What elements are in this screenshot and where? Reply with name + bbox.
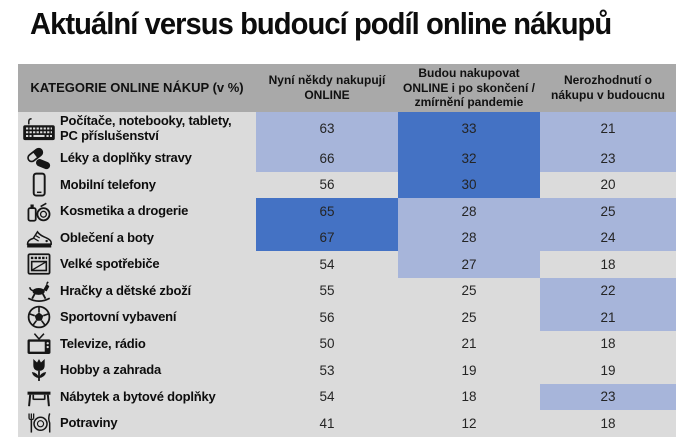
value-future-online: 18 xyxy=(461,389,477,405)
category-cell: Hobby a zahrada xyxy=(18,357,256,384)
oven-icon xyxy=(18,251,60,277)
category-cell: Sportovní vybavení xyxy=(18,304,256,331)
value-future-online: 32 xyxy=(398,145,540,172)
value-undecided: 22 xyxy=(540,277,676,304)
value-undecided: 18 xyxy=(600,256,616,272)
category-cell: Nábytek a bytové doplňky xyxy=(18,384,256,411)
value-now-online: 65 xyxy=(256,198,398,225)
sneaker-icon xyxy=(18,225,60,251)
category-cell: Oblečení a boty xyxy=(18,225,256,252)
value-undecided: 21 xyxy=(540,304,676,331)
table-row: Hobby a zahrada 53 19 19 xyxy=(18,357,676,384)
value-future-online: 25 xyxy=(461,283,477,299)
value-future-online: 28 xyxy=(398,224,540,251)
header-undecided: Nerozhodnutí o nákupu v budoucnu xyxy=(551,73,665,102)
value-undecided: 20 xyxy=(600,177,616,193)
table-row: Potraviny 41 12 18 xyxy=(18,410,676,437)
soccer-ball-icon xyxy=(18,304,60,330)
value-future-online: 28 xyxy=(398,198,540,225)
category-cell: Kosmetika a drogerie xyxy=(18,198,256,225)
table-row: Televize, rádio 50 21 18 xyxy=(18,330,676,358)
category-label: Potraviny xyxy=(60,415,118,431)
page-title: Aktuální versus budoucí podíl online nák… xyxy=(30,6,612,41)
keyboard-icon xyxy=(18,116,60,142)
category-label: Hobby a zahrada xyxy=(60,362,162,378)
value-future-online: 30 xyxy=(398,171,540,198)
pills-icon xyxy=(18,145,60,171)
category-label: Léky a doplňky stravy xyxy=(60,150,192,166)
value-undecided: 18 xyxy=(600,415,616,431)
value-now-online: 56 xyxy=(319,177,335,193)
value-future-online: 33 xyxy=(398,112,540,145)
value-future-online: 21 xyxy=(461,336,477,352)
category-label: Sportovní vybavení xyxy=(60,309,177,325)
rocking-horse-icon xyxy=(18,278,60,304)
online-shopping-table: KATEGORIE ONLINE NÁKUP (v %) Nyní někdy … xyxy=(18,64,676,437)
value-future-online: 12 xyxy=(461,415,477,431)
tv-icon xyxy=(18,331,60,357)
value-now-online: 67 xyxy=(256,224,398,251)
cutlery-icon xyxy=(18,410,60,436)
category-cell: Hračky a dětské zboží xyxy=(18,278,256,305)
value-undecided: 19 xyxy=(600,362,616,378)
category-cell: Velké spotřebiče xyxy=(18,251,256,278)
header-future-online: Budou nakupovat ONLINE i po skončení / z… xyxy=(402,66,536,110)
category-label: Velké spotřebiče xyxy=(60,256,160,272)
value-future-online: 19 xyxy=(461,362,477,378)
table-icon xyxy=(18,384,60,410)
value-undecided: 23 xyxy=(540,383,676,410)
value-undecided: 23 xyxy=(540,145,676,172)
value-now-online: 41 xyxy=(319,415,335,431)
category-cell: Léky a doplňky stravy xyxy=(18,145,256,172)
header-now-online: Nyní někdy nakupují ONLINE xyxy=(268,73,386,102)
category-label: Hračky a dětské zboží xyxy=(60,282,191,298)
table-body: Počítače, notebooky, tablety, PC přísluš… xyxy=(18,112,676,437)
value-now-online: 56 xyxy=(319,309,335,325)
table-row: Velké spotřebiče 54 27 18 xyxy=(18,251,676,278)
value-undecided: 24 xyxy=(540,224,676,251)
table-row: Kosmetika a drogerie 65 28 25 xyxy=(18,198,676,225)
category-label: Počítače, notebooky, tablety, PC přísluš… xyxy=(60,113,232,143)
value-undecided: 21 xyxy=(540,112,676,145)
cosmetics-icon xyxy=(18,198,60,224)
table-row: Hračky a dětské zboží 55 25 22 xyxy=(18,277,676,305)
category-cell: Televize, rádio xyxy=(18,331,256,358)
value-now-online: 54 xyxy=(319,389,335,405)
value-now-online: 50 xyxy=(319,336,335,352)
value-now-online: 63 xyxy=(256,112,398,145)
value-future-online: 27 xyxy=(398,251,540,278)
value-now-online: 54 xyxy=(319,256,335,272)
category-label: Mobilní telefony xyxy=(60,176,156,192)
table-row: Mobilní telefony 56 30 20 xyxy=(18,171,676,199)
category-cell: Potraviny xyxy=(18,410,256,437)
category-label: Oblečení a boty xyxy=(60,229,154,245)
category-label: Nábytek a bytové doplňky xyxy=(60,388,216,404)
category-label: Televize, rádio xyxy=(60,335,146,351)
category-cell: Mobilní telefony xyxy=(18,172,256,199)
table-row: Oblečení a boty 67 28 24 xyxy=(18,224,676,252)
table-row: Léky a doplňky stravy 66 32 23 xyxy=(18,145,676,172)
value-now-online: 53 xyxy=(319,362,335,378)
table-row: Sportovní vybavení 56 25 21 xyxy=(18,304,676,331)
value-undecided: 18 xyxy=(600,336,616,352)
smartphone-icon xyxy=(18,172,60,198)
value-now-online: 55 xyxy=(319,283,335,299)
category-cell: Počítače, notebooky, tablety, PC přísluš… xyxy=(18,112,256,145)
category-label: Kosmetika a drogerie xyxy=(60,203,189,219)
value-undecided: 25 xyxy=(540,198,676,225)
table-row: Nábytek a bytové doplňky 54 18 23 xyxy=(18,383,676,411)
value-now-online: 66 xyxy=(256,145,398,172)
table-row: Počítače, notebooky, tablety, PC přísluš… xyxy=(18,112,676,145)
header-category: KATEGORIE ONLINE NÁKUP (v %) xyxy=(30,80,244,96)
value-future-online: 25 xyxy=(461,309,477,325)
table-header-row: KATEGORIE ONLINE NÁKUP (v %) Nyní někdy … xyxy=(18,64,676,112)
tulip-icon xyxy=(18,357,60,383)
